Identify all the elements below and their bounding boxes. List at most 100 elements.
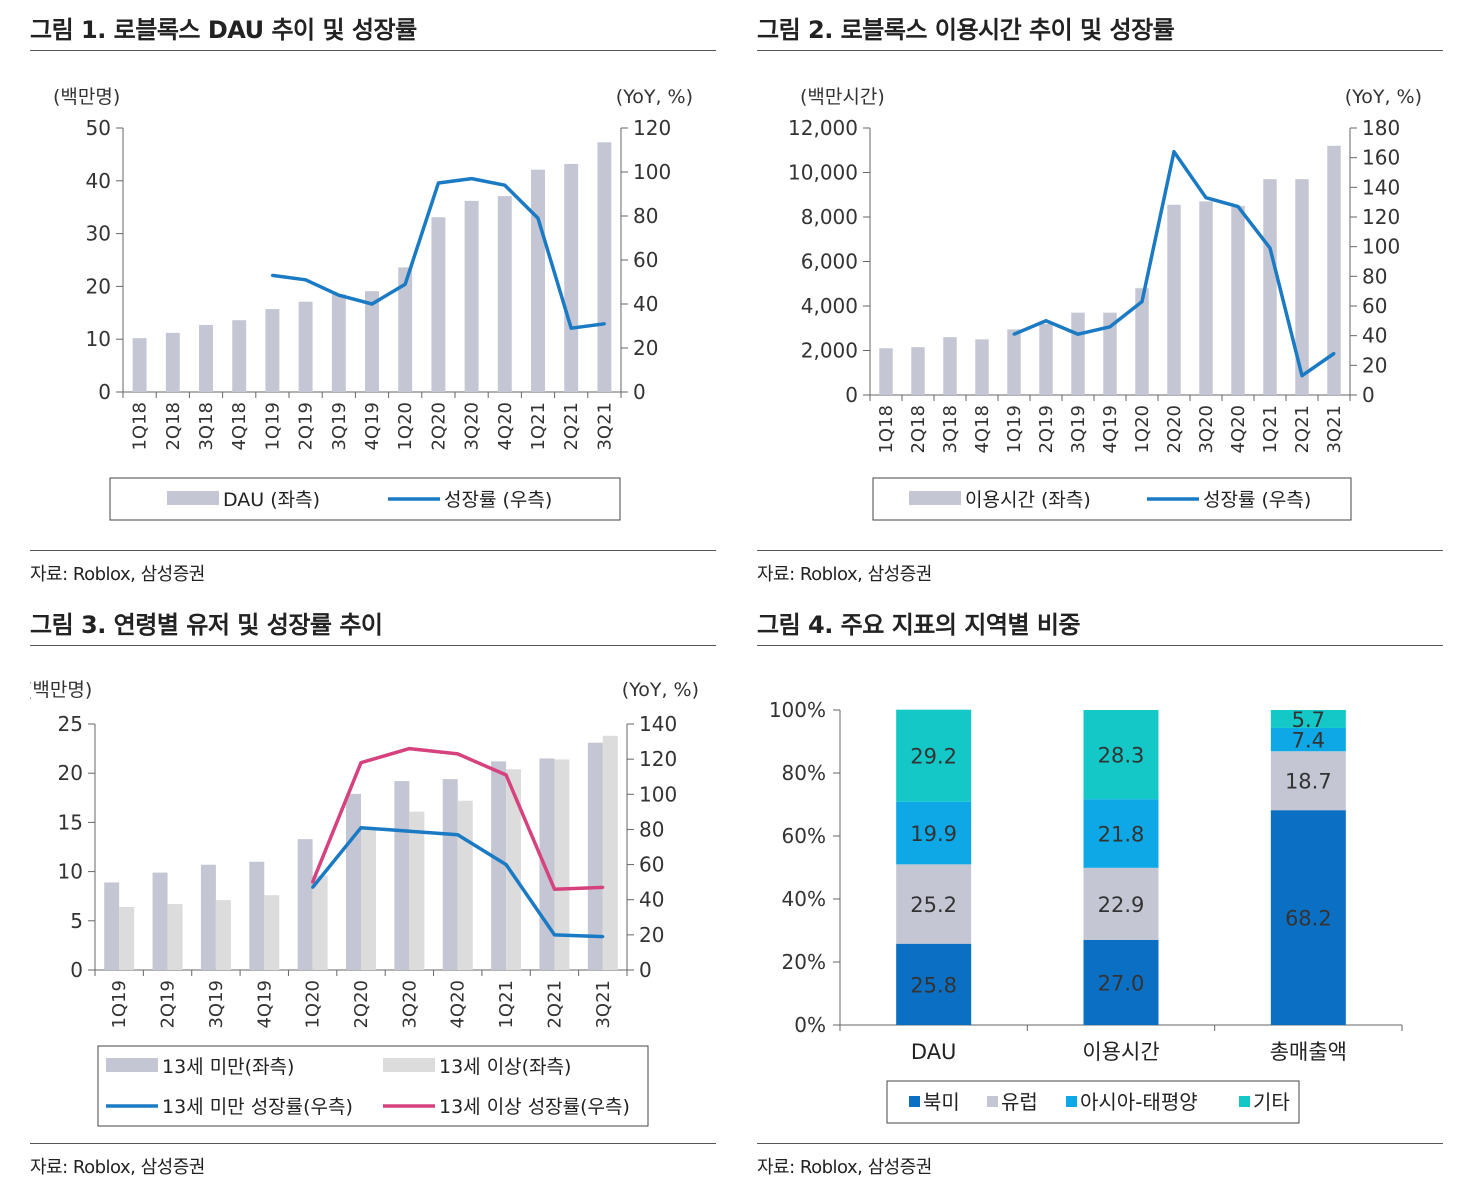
line-point-2Q19	[304, 278, 308, 282]
legend-swatch-bar	[383, 1058, 435, 1072]
stack-segment-기타	[1270, 710, 1346, 728]
bar-1Q19	[104, 882, 120, 970]
x-axis-tick-label: 3Q20	[462, 402, 483, 451]
figure-4-title-rule	[757, 645, 1443, 646]
legend-box	[97, 1045, 649, 1127]
right-axis-tick-label: 60	[633, 248, 658, 272]
bar-3Q19	[200, 864, 216, 970]
line-point-2Q20	[359, 826, 363, 830]
line-point-3Q21	[602, 322, 606, 326]
right-axis-tick-label: 100	[1362, 235, 1400, 259]
stack-segment-북미	[1270, 810, 1346, 1025]
line-point-3Q20	[1204, 196, 1208, 200]
legend-swatch-기타	[1239, 1096, 1250, 1107]
x-axis-tick-label: 2Q19	[296, 402, 317, 451]
segment-value-label: 28.3	[1098, 744, 1145, 768]
legend-label: 13세 이상 성장률(우측)	[439, 1096, 630, 1118]
left-axis-unit: (백만시간)	[800, 86, 885, 108]
legend-box	[109, 477, 621, 521]
left-axis-tick-label: 4,000	[801, 294, 858, 318]
line-point-3Q20	[407, 747, 411, 751]
bar-1Q18	[879, 348, 893, 395]
line-point-2Q21	[569, 326, 573, 330]
x-axis-tick-label: 3Q21	[593, 980, 614, 1029]
left-axis-tick-label: 40	[86, 169, 111, 193]
bar-1Q20	[297, 839, 313, 970]
right-axis-tick-label: 40	[633, 292, 658, 316]
y-axis-tick-label: 80%	[782, 761, 826, 785]
x-axis-tick-label: 1Q19	[1004, 405, 1025, 454]
legend-label: 이용시간 (좌측)	[965, 489, 1091, 511]
figure-2-chart: (백만시간) (YoY, %) 0 2,000 4,000 6,000 8,000 10,00…	[788, 86, 1422, 521]
figure-3-source: 자료: Roblox, 삼성증권	[30, 1157, 205, 1178]
segment-value-label: 19.9	[910, 822, 957, 846]
x-axis-tick-label: 총매출액	[1270, 1040, 1347, 1064]
segment-value-label: 7.4	[1292, 729, 1325, 753]
x-axis-tick-label: 2Q20	[428, 402, 449, 451]
legend-label: 13세 미만 성장률(우측)	[162, 1096, 353, 1118]
left-axis-tick-label: 6,000	[801, 250, 858, 274]
bar-4Q19	[249, 861, 265, 970]
figure-2-source: 자료: Roblox, 삼성증권	[757, 564, 932, 585]
bar-3Q19	[1071, 312, 1085, 395]
line-point-1Q20	[1140, 300, 1144, 304]
line-point-1Q21	[536, 216, 540, 220]
left-axis-tick-label: 8,000	[801, 205, 858, 229]
line-point-1Q21	[1268, 246, 1272, 250]
bar-2Q20	[346, 793, 361, 970]
x-axis-tick-label: 이용시간	[1082, 1040, 1159, 1064]
x-axis-tick-label: 4Q19	[1100, 405, 1121, 454]
line-point-2Q20	[359, 761, 363, 765]
segment-value-label: 68.2	[1285, 907, 1332, 931]
figure-1-source: 자료: Roblox, 삼성증권	[30, 564, 205, 585]
bar-1Q18	[132, 338, 147, 392]
segment-value-label: 18.7	[1285, 770, 1332, 794]
x-axis-tick-label: 2Q18	[908, 405, 929, 454]
figure-4-chart: 0% 20% 40% 60% 80% 100% DAU 25.8 25.2 19.9 29.2 이용시…	[769, 698, 1403, 1124]
x-axis-tick-label: 2Q21	[561, 402, 582, 451]
y-axis-tick-label: 40%	[782, 887, 826, 911]
line-point-3Q19	[337, 293, 341, 297]
x-axis-tick-label: 2Q21	[1292, 405, 1313, 454]
bar-3Q21	[602, 735, 618, 970]
bar-2Q19	[167, 904, 183, 970]
bar-3Q21	[597, 142, 612, 392]
bar-1Q19	[265, 309, 280, 392]
line-point-2Q21	[1300, 374, 1304, 378]
legend-label: 13세 이상(좌측)	[439, 1056, 571, 1078]
right-axis-tick-label: 20	[1362, 353, 1387, 377]
stack-segment-아시아-태평양	[1083, 799, 1159, 868]
segment-value-label: 22.9	[1098, 893, 1145, 917]
figure-3-title-rule	[30, 645, 716, 646]
figure-3-panel: 그림 3. 연령별 유저 및 성장률 추이 (백만명) (YoY, %) 0 5 10 1…	[30, 605, 716, 1185]
bar-2Q20	[431, 217, 446, 392]
segment-value-label: 5.7	[1292, 708, 1325, 732]
line-point-1Q21	[504, 863, 508, 867]
figure-2-title: 그림 2. 로블록스 이용시간 추이 및 성장률	[757, 16, 1175, 44]
right-axis-tick-label: 180	[1362, 116, 1400, 140]
line-point-3Q21	[601, 935, 605, 939]
x-axis-tick-label: 3Q21	[594, 402, 615, 451]
legend-label: 13세 미만(좌측)	[162, 1056, 294, 1078]
segment-value-label: 29.2	[910, 745, 957, 769]
line-point-1Q20	[311, 885, 315, 889]
line-point-1Q20	[311, 880, 315, 884]
bar-2Q21	[1295, 179, 1309, 395]
figure-1-panel: 그림 1. 로블록스 DAU 추이 및 성장률 (백만명) (YoY, %) 0 10…	[30, 10, 716, 590]
bar-2Q18	[911, 347, 925, 395]
stack-segment-유럽	[896, 864, 972, 944]
figure-3-source-rule	[30, 1143, 716, 1144]
stack-segment-북미	[896, 943, 972, 1025]
bar-4Q20	[457, 800, 473, 970]
stack-segment-아시아-태평양	[896, 801, 972, 865]
legend-swatch-bar	[106, 1058, 158, 1072]
bar-2Q20	[1167, 204, 1181, 395]
segment-value-label: 21.8	[1098, 822, 1145, 846]
stack-segment-기타	[1083, 710, 1159, 800]
y-axis-tick-label: 20%	[782, 950, 826, 974]
right-axis-tick-label: 80	[633, 204, 658, 228]
figure-1-source-rule	[30, 550, 716, 551]
x-axis-tick-label: 1Q20	[395, 402, 416, 451]
bar-2Q21	[539, 758, 555, 970]
stack-segment-유럽	[1083, 867, 1159, 940]
